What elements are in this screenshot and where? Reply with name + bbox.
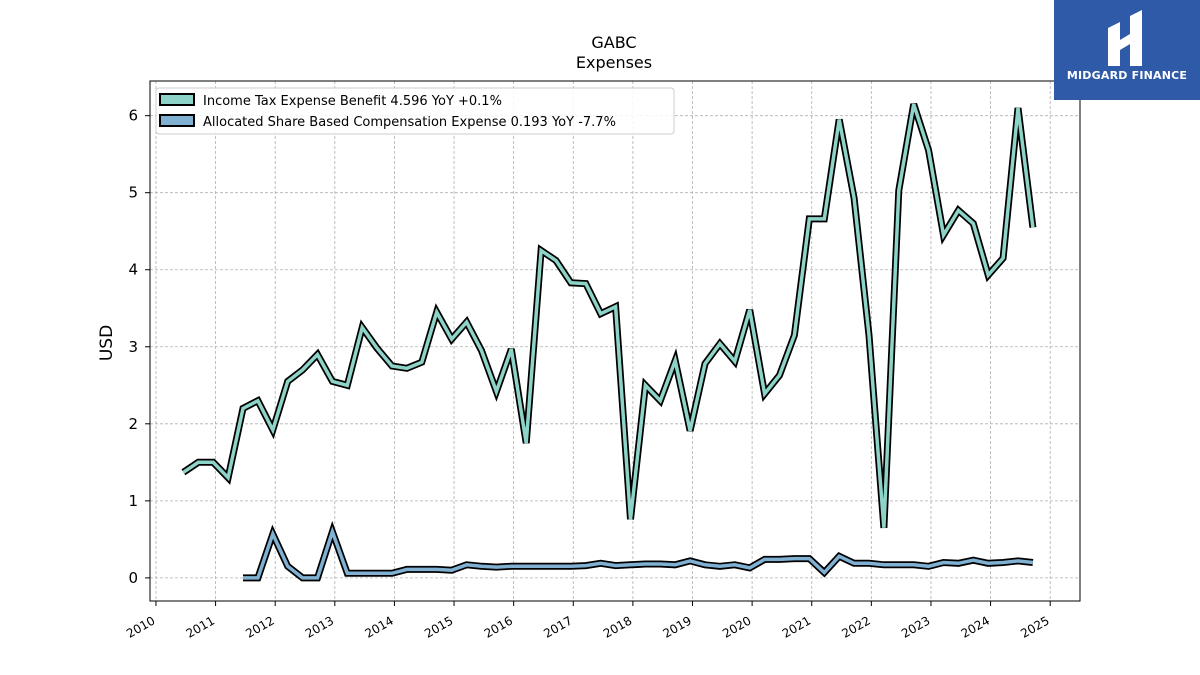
- x-tick-label: 2020: [720, 613, 753, 640]
- y-tick-label: 1: [128, 492, 138, 510]
- grid: [150, 81, 1080, 601]
- chart-title: GABC: [591, 33, 636, 52]
- x-tick-label: 2024: [959, 613, 992, 640]
- legend-label-1: Allocated Share Based Compensation Expen…: [203, 115, 616, 130]
- y-tick-label: 5: [128, 184, 138, 202]
- y-tick-label: 3: [128, 338, 138, 356]
- logo-text: MIDGARD FINANCE: [1066, 69, 1188, 82]
- x-tick-label: 2015: [422, 613, 455, 640]
- series-outline-1: [243, 520, 1034, 582]
- x-tick-label: 2016: [482, 613, 515, 640]
- y-tick-label: 6: [128, 107, 138, 125]
- x-tick-label: 2022: [839, 613, 872, 640]
- series: [181, 103, 1037, 582]
- series-outline-0: [181, 103, 1037, 529]
- legend-swatch-0: [159, 93, 195, 106]
- legend-box: [155, 87, 675, 135]
- y-tick-label: 0: [128, 569, 138, 587]
- x-tick-label: 2011: [184, 613, 217, 640]
- legend-label-0: Income Tax Expense Benefit 4.596 YoY +0.…: [203, 94, 502, 109]
- y-tick-label: 4: [128, 261, 138, 279]
- x-tick-label: 2023: [899, 613, 932, 640]
- y-tick-label: 2: [128, 415, 138, 433]
- y-axis-label: USD: [97, 325, 117, 361]
- midgard-finance-logo: MIDGARD FINANCE: [1054, 0, 1200, 100]
- x-tick-label: 2021: [780, 613, 813, 640]
- legend: Income Tax Expense Benefit 4.596 YoY +0.…: [155, 87, 675, 135]
- x-tick-label: 2012: [243, 613, 276, 640]
- series-line-0: [182, 103, 1035, 528]
- x-tick-label: 2013: [303, 613, 336, 640]
- chart-subtitle: Expenses: [576, 53, 652, 72]
- x-tick-label: 2025: [1018, 613, 1051, 640]
- legend-swatch-1: [159, 114, 195, 127]
- x-tick-label: 2019: [661, 613, 694, 640]
- x-tick-label: 2014: [362, 613, 395, 640]
- logo-mark-icon: [1108, 10, 1142, 66]
- x-tick-label: 2017: [541, 613, 574, 640]
- plot-frame: [149, 80, 1081, 602]
- x-tick-label: 2018: [601, 613, 634, 640]
- x-tick-label: 2010: [124, 613, 157, 640]
- series-line-1: [243, 526, 1034, 580]
